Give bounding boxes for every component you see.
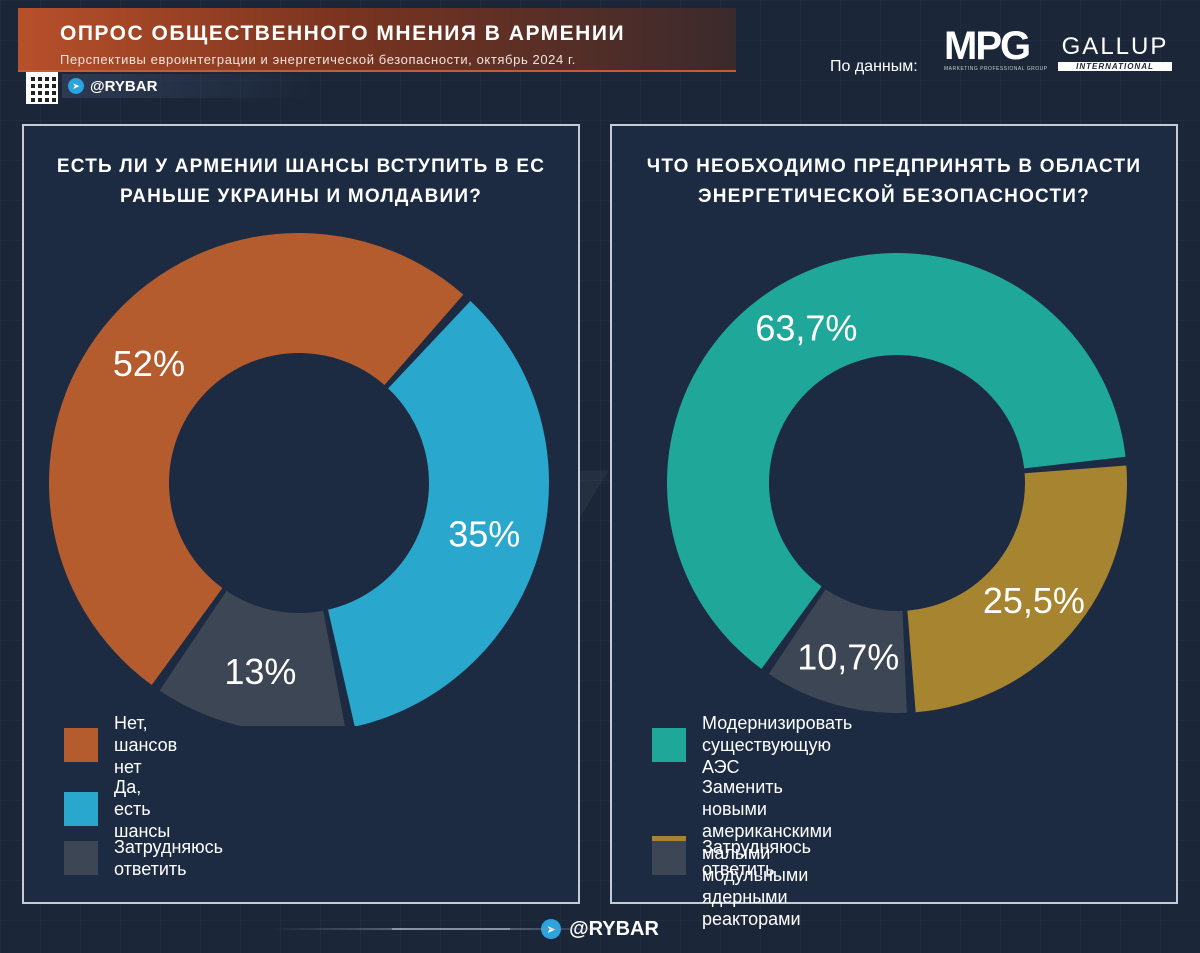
mpg-logo: MPG MARKETING PROFESSIONAL GROUP [944, 26, 1048, 76]
legend-label: Нет, шансов нет [114, 713, 178, 777]
gallup-logo: GALLUP INTERNATIONAL [1058, 34, 1172, 74]
donut-chart: 52% 35% 13% [49, 233, 549, 726]
legend-swatch [64, 792, 98, 826]
legend-label: Затрудняюсь ответить [114, 837, 224, 879]
footer-handle-text: @RYBAR [569, 917, 659, 940]
chart-title: ЧТО НЕОБХОДИМО ПРЕДПРИНЯТЬ В ОБЛАСТИ ЭНЕ… [646, 156, 1142, 207]
legend-label: Затрудняюсь ответить [702, 837, 812, 879]
slice-value-label: 52% [113, 343, 185, 384]
legend-item: Затрудняюсь ответить [64, 836, 223, 880]
legend-label: Модернизировать существующую АЭС [702, 713, 853, 777]
footer-handle[interactable]: ➤ @RYBAR [0, 916, 1200, 942]
slice-value-label: 35% [448, 513, 520, 554]
slice-value-label: 25,5% [983, 580, 1085, 621]
gallup-logo-text: GALLUP [1061, 33, 1169, 60]
donut-chart: 63,7% 25,5% 10,7% [666, 252, 1127, 713]
header-banner: ОПРОС ОБЩЕСТВЕННОГО МНЕНИЯ В АРМЕНИИ Пер… [18, 8, 736, 72]
source-label: По данным: [830, 58, 918, 75]
slice-value-label: 63,7% [755, 307, 857, 348]
legend-swatch [64, 728, 98, 762]
channel-handle[interactable]: ➤ @RYBAR [62, 74, 318, 98]
legend-swatch [652, 841, 686, 875]
qr-code-icon[interactable] [26, 72, 58, 104]
mpg-logo-tagline: MARKETING PROFESSIONAL GROUP [944, 66, 1048, 72]
page-subtitle: Перспективы евроинтеграции и энергетичес… [60, 52, 577, 67]
donut-slice [768, 589, 907, 713]
donut-slice [49, 233, 464, 685]
legend-item: Затрудняюсь ответить [652, 836, 811, 880]
legend-label: Да, есть шансы [114, 777, 171, 841]
telegram-icon: ➤ [541, 919, 562, 939]
donut-slice [328, 301, 549, 726]
mpg-logo-text: MPG [944, 24, 1031, 68]
legend-item: Нет, шансов нет [64, 712, 177, 778]
chart-panel-energy: ЧТО НЕОБХОДИМО ПРЕДПРИНЯТЬ В ОБЛАСТИ ЭНЕ… [610, 124, 1178, 929]
gallup-logo-tagline: INTERNATIONAL [1058, 62, 1172, 71]
donut-slice [159, 590, 345, 726]
legend-label: Заменить новыми американскими малыми мод… [702, 777, 833, 929]
telegram-icon: ➤ [68, 78, 84, 94]
slice-value-label: 10,7% [797, 636, 899, 677]
chart-panel-eu: ЕСТЬ ЛИ У АРМЕНИИ ШАНСЫ ВСТУПИТЬ В ЕС РА… [22, 124, 580, 904]
page-title: ОПРОС ОБЩЕСТВЕННОГО МНЕНИЯ В АРМЕНИИ [60, 22, 626, 45]
donut-slice [666, 252, 1126, 669]
donut-slice [907, 465, 1127, 713]
slice-value-label: 13% [224, 651, 296, 692]
chart-title: ЕСТЬ ЛИ У АРМЕНИИ ШАНСЫ ВСТУПИТЬ В ЕС РА… [56, 156, 546, 207]
legend-swatch [64, 841, 98, 875]
legend-item: Да, есть шансы [64, 776, 170, 842]
legend-swatch [652, 728, 686, 762]
channel-handle-text: @RYBAR [90, 77, 158, 95]
legend-item: Модернизировать существующую АЭС [652, 712, 852, 778]
